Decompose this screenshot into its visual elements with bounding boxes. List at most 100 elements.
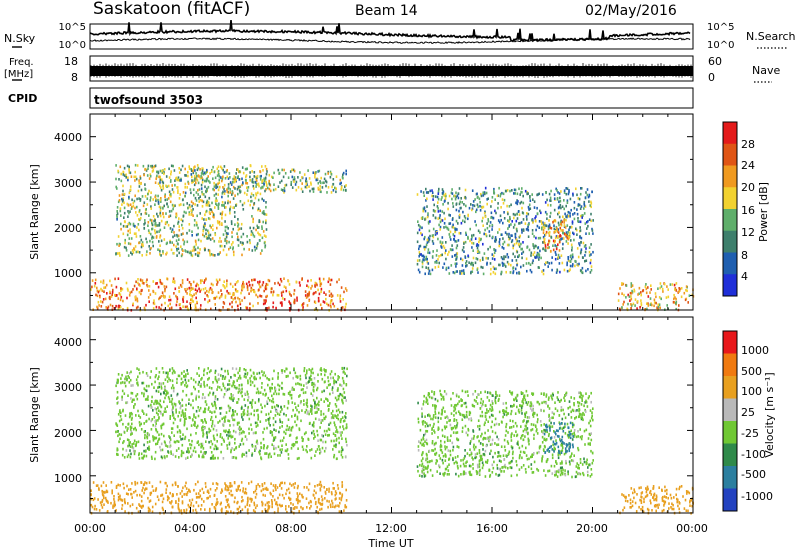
data-cell bbox=[132, 302, 134, 306]
data-cell bbox=[314, 285, 316, 288]
data-cell bbox=[170, 230, 173, 233]
data-cell bbox=[165, 175, 168, 178]
data-cell bbox=[203, 193, 205, 196]
data-cell bbox=[339, 300, 342, 303]
data-cell bbox=[157, 285, 160, 289]
data-cell bbox=[345, 412, 347, 415]
data-cell bbox=[222, 384, 225, 388]
data-cell bbox=[279, 420, 282, 424]
data-cell bbox=[154, 399, 157, 403]
data-cell bbox=[163, 285, 166, 288]
data-cell bbox=[266, 402, 269, 405]
data-cell bbox=[199, 176, 202, 180]
data-cell bbox=[213, 213, 215, 217]
data-cell bbox=[486, 202, 488, 206]
data-cell bbox=[330, 505, 332, 509]
data-cell bbox=[345, 488, 347, 492]
data-cell bbox=[514, 213, 516, 217]
data-cell bbox=[162, 212, 164, 215]
data-cell bbox=[169, 436, 171, 439]
data-cell bbox=[221, 178, 224, 181]
data-cell bbox=[465, 233, 467, 236]
data-cell bbox=[197, 495, 200, 499]
data-cell bbox=[569, 260, 572, 263]
data-cell bbox=[432, 227, 435, 231]
data-cell bbox=[198, 200, 200, 203]
data-cell bbox=[168, 190, 171, 194]
data-cell bbox=[129, 504, 132, 508]
data-cell bbox=[179, 492, 182, 495]
data-cell bbox=[154, 450, 157, 454]
data-cell bbox=[445, 268, 448, 271]
data-cell bbox=[251, 178, 254, 181]
data-cell bbox=[312, 382, 315, 385]
data-cell bbox=[330, 299, 332, 303]
data-cell bbox=[228, 396, 231, 400]
data-cell bbox=[566, 199, 569, 202]
data-cell bbox=[208, 299, 211, 302]
data-cell bbox=[345, 184, 347, 187]
data-cell bbox=[232, 246, 234, 249]
data-cell bbox=[212, 228, 214, 231]
data-cell bbox=[232, 227, 234, 231]
data-cell bbox=[190, 173, 193, 176]
data-cell bbox=[212, 165, 214, 169]
data-cell bbox=[484, 192, 486, 196]
data-cell bbox=[158, 437, 161, 441]
data-cell bbox=[290, 502, 292, 505]
data-cell bbox=[204, 508, 206, 511]
data-cell bbox=[422, 209, 424, 213]
data-cell bbox=[230, 448, 232, 452]
data-cell bbox=[576, 233, 578, 236]
data-cell bbox=[272, 444, 275, 448]
data-cell bbox=[206, 434, 208, 437]
data-cell bbox=[235, 290, 238, 293]
data-cell bbox=[224, 177, 227, 180]
data-cell bbox=[277, 404, 279, 408]
data-cell bbox=[679, 287, 681, 291]
data-cell bbox=[116, 430, 119, 433]
data-cell bbox=[272, 301, 275, 305]
data-cell bbox=[328, 277, 330, 280]
data-cell bbox=[203, 385, 206, 388]
data-cell bbox=[327, 379, 330, 383]
data-cell bbox=[337, 387, 339, 390]
data-cell bbox=[461, 258, 464, 262]
data-cell bbox=[169, 445, 171, 449]
data-cell bbox=[190, 283, 192, 287]
data-cell bbox=[279, 418, 281, 421]
data-cell bbox=[204, 179, 206, 183]
data-cell bbox=[549, 204, 552, 207]
data-cell bbox=[173, 402, 176, 406]
data-cell bbox=[129, 441, 131, 444]
data-cell bbox=[165, 285, 168, 289]
data-cell bbox=[449, 235, 451, 239]
data-cell bbox=[314, 417, 317, 421]
data-cell bbox=[264, 404, 266, 408]
data-cell bbox=[290, 429, 293, 432]
data-cell bbox=[278, 413, 281, 416]
data-cell bbox=[123, 174, 126, 177]
data-cell bbox=[221, 222, 223, 225]
data-cell bbox=[282, 392, 285, 396]
data-cell bbox=[118, 178, 120, 181]
data-cell bbox=[246, 288, 249, 292]
data-cell bbox=[137, 510, 140, 514]
data-cell bbox=[197, 283, 200, 287]
data-cell bbox=[152, 244, 154, 248]
data-cell bbox=[195, 172, 197, 175]
data-cell bbox=[218, 252, 220, 256]
data-cell bbox=[135, 250, 138, 254]
cpid-label: CPID bbox=[8, 92, 37, 105]
data-cell bbox=[180, 168, 182, 172]
data-cell bbox=[426, 257, 428, 261]
data-cell bbox=[675, 307, 677, 311]
data-cell bbox=[332, 183, 334, 186]
data-cell bbox=[227, 430, 229, 434]
data-cell bbox=[516, 250, 519, 254]
data-cell bbox=[224, 415, 227, 419]
data-cell bbox=[229, 205, 232, 209]
data-cell bbox=[590, 205, 592, 209]
data-cell bbox=[209, 286, 212, 290]
data-cell bbox=[177, 507, 180, 510]
